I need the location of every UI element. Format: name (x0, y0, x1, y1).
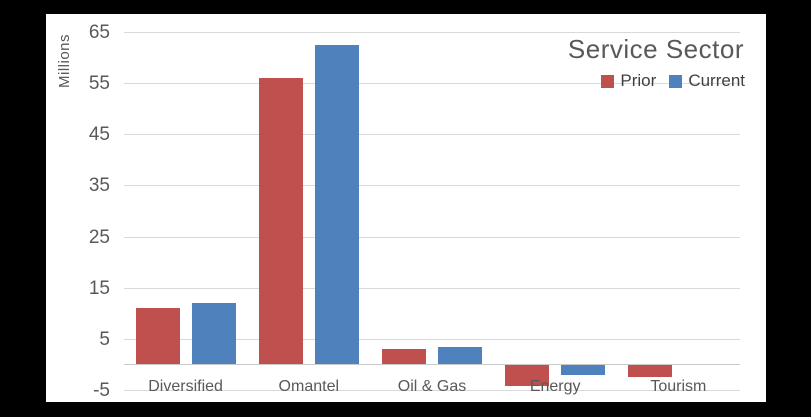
y-tick-label-65: 65 (88, 22, 110, 43)
y-tick-label-45: 45 (88, 124, 110, 146)
y-tick-label-35: 35 (88, 175, 110, 197)
y-tick-label-55: 55 (88, 73, 110, 95)
gridline-y-5 (124, 338, 740, 340)
x-category-label-omantel: Omantel (278, 378, 340, 395)
x-category-label-diversified: Diversified (148, 378, 223, 395)
gridline-y-65 (124, 32, 740, 33)
bar-prior-oil-gas (382, 349, 426, 365)
gridline-y-35 (124, 185, 740, 187)
y-tick-label-5: 5 (99, 328, 110, 350)
bar-prior-omantel (258, 78, 303, 365)
legend-label-current: Current (688, 71, 745, 90)
chart-panel: 65 55 45 35 25 15 5 -5 Diversified Omantel Oil & G… (46, 14, 766, 402)
bar-prior-energy (505, 365, 550, 386)
y-tick-label-15: 15 (88, 277, 110, 299)
plot-area: 65 55 45 35 25 15 5 -5 Diversified Omantel Oil & G… (46, 14, 766, 402)
gridline-y-25 (124, 236, 740, 238)
chart-title: Service Sector (567, 34, 744, 64)
x-category-label-energy: Energy (529, 378, 581, 395)
legend-label-prior: Prior (620, 71, 657, 90)
bar-prior-tourism (628, 365, 673, 377)
legend-swatch-prior (601, 74, 615, 88)
gridline-y-15 (124, 287, 740, 289)
bar-current-energy (561, 365, 606, 375)
legend-swatch-current (669, 74, 683, 88)
legend-item-prior: Prior (601, 71, 656, 91)
y-tick-label--5: -5 (93, 380, 110, 401)
bar-prior-diversified (135, 308, 180, 365)
x-category-label-tourism: Tourism (650, 378, 707, 395)
gridline-y-45 (124, 134, 740, 136)
gridline-y-55 (124, 83, 740, 85)
zero-axis-line (124, 364, 740, 366)
y-tick-label-25: 25 (88, 226, 110, 248)
bar-current-oil-gas (438, 346, 482, 365)
gridline-y--5 (124, 390, 740, 391)
y-axis-title: Millions (56, 33, 73, 88)
bar-current-diversified (191, 303, 236, 365)
x-category-label-oil-gas: Oil & Gas (397, 378, 467, 395)
bar-current-omantel (314, 44, 359, 365)
legend: Prior Current (601, 71, 745, 91)
legend-item-current: Current (669, 71, 745, 91)
